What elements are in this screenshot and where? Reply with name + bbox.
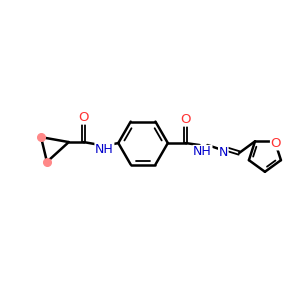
Text: O: O	[180, 113, 191, 126]
Text: O: O	[271, 137, 281, 150]
Text: O: O	[78, 111, 89, 124]
Text: NH: NH	[193, 146, 212, 158]
Text: NH: NH	[95, 142, 114, 155]
Text: N: N	[219, 146, 228, 160]
